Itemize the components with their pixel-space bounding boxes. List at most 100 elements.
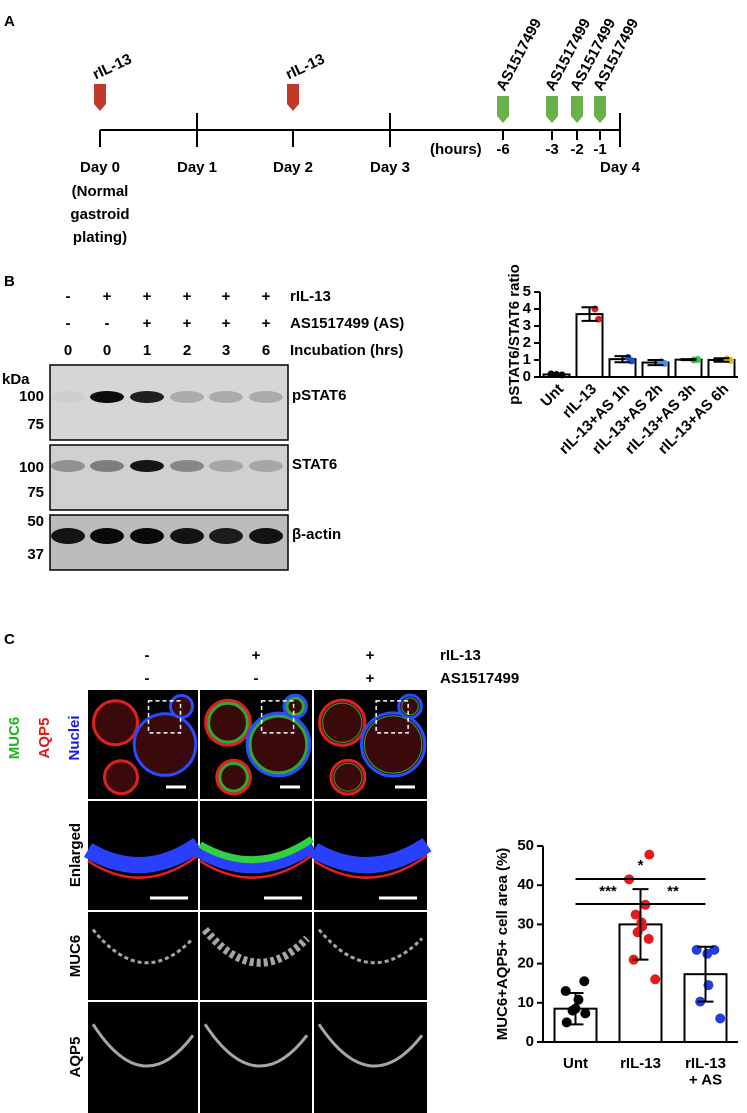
data-point bbox=[561, 1017, 572, 1028]
blot-band bbox=[90, 391, 124, 403]
y-tick-label: 50 bbox=[517, 837, 534, 854]
day-label: Day 3 bbox=[370, 159, 410, 176]
data-point bbox=[643, 933, 654, 944]
y-tick-label: 10 bbox=[517, 994, 534, 1011]
blot-band bbox=[51, 391, 85, 403]
lane-sign: - bbox=[145, 670, 150, 687]
panel-label: C bbox=[4, 631, 15, 648]
signal bbox=[317, 928, 424, 965]
lane-sign: 0 bbox=[64, 342, 72, 359]
blot-band bbox=[170, 528, 204, 544]
signal bbox=[91, 1023, 195, 1068]
organoid bbox=[92, 699, 139, 747]
blot-band bbox=[90, 460, 124, 472]
treatment-marker bbox=[594, 96, 606, 123]
organoid bbox=[215, 758, 252, 796]
row-label: rIL-13 bbox=[440, 647, 481, 664]
lane-sign: + bbox=[103, 288, 112, 305]
error-bar bbox=[647, 359, 664, 367]
image-row-label: AQP5 bbox=[67, 1037, 84, 1078]
treatment-marker bbox=[571, 96, 583, 123]
lane-sign: + bbox=[183, 315, 192, 332]
treatment-marker bbox=[94, 84, 106, 111]
stain-label: Nuclei bbox=[66, 715, 83, 760]
organoid bbox=[169, 693, 194, 719]
signal bbox=[317, 1023, 424, 1068]
hours-label: (hours) bbox=[430, 141, 482, 158]
blot-band bbox=[170, 460, 204, 472]
lane-sign: + bbox=[222, 288, 231, 305]
significance-label: * bbox=[638, 857, 644, 874]
day-label: Day 1 bbox=[177, 159, 217, 176]
organoid-muc6 bbox=[207, 701, 249, 744]
lane-sign: + bbox=[143, 315, 152, 332]
kda-marker: 75 bbox=[27, 416, 44, 433]
inset-box bbox=[147, 700, 182, 734]
y-tick-label: 3 bbox=[523, 317, 531, 334]
epithelium bbox=[309, 837, 432, 874]
il13-label: rIL-13 bbox=[283, 51, 327, 84]
data-point bbox=[560, 986, 571, 997]
error-bar bbox=[548, 372, 565, 376]
data-point bbox=[630, 909, 641, 920]
hour-label: -6 bbox=[496, 141, 509, 158]
y-axis-label: MUC6+AQP5+ cell area (%) bbox=[494, 848, 511, 1041]
kda-marker: 75 bbox=[27, 484, 44, 501]
day-label: Day 0 bbox=[80, 159, 120, 176]
micrograph bbox=[88, 1002, 198, 1113]
blot-band bbox=[249, 460, 283, 472]
organoid-muc6 bbox=[401, 697, 419, 716]
y-tick-label: 20 bbox=[517, 955, 534, 972]
y-tick-label: 2 bbox=[523, 334, 531, 351]
blot-strip bbox=[49, 364, 289, 441]
blot-strip bbox=[49, 514, 289, 571]
lane-sign: 1 bbox=[143, 342, 151, 359]
significance-label: *** bbox=[599, 883, 617, 900]
image-row-label: MUC6 bbox=[67, 935, 84, 978]
data-point bbox=[644, 849, 655, 860]
lane-sign: + bbox=[222, 315, 231, 332]
treatment-marker bbox=[497, 96, 509, 123]
blot-band bbox=[170, 391, 204, 403]
x-tick-label: Unt bbox=[563, 1055, 588, 1072]
panel-label: B bbox=[4, 273, 15, 290]
organoid-muc6 bbox=[333, 762, 363, 792]
row-label: rIL-13 bbox=[290, 288, 331, 305]
lane-sign: + bbox=[183, 288, 192, 305]
error-bar bbox=[567, 992, 584, 1026]
il13-label: rIL-13 bbox=[90, 51, 134, 84]
row-label: AS1517499 bbox=[440, 670, 519, 687]
hour-label: -1 bbox=[593, 141, 606, 158]
row-label: AS1517499 (AS) bbox=[290, 315, 404, 332]
day0-note: plating) bbox=[73, 229, 127, 246]
error-bar bbox=[680, 358, 697, 362]
day0-note: gastroid bbox=[70, 206, 129, 223]
bar bbox=[575, 313, 604, 379]
organoid bbox=[359, 711, 427, 778]
signal bbox=[203, 1023, 309, 1068]
strip-name: pSTAT6 bbox=[292, 387, 346, 404]
organoid bbox=[245, 711, 312, 778]
lane-sign: - bbox=[66, 315, 71, 332]
treatment-marker bbox=[546, 96, 558, 123]
lane-sign: + bbox=[262, 315, 271, 332]
epithelium-aqp5 bbox=[199, 854, 313, 879]
blot-band bbox=[249, 391, 283, 403]
lane-sign: - bbox=[105, 315, 110, 332]
lane-sign: - bbox=[254, 670, 259, 687]
day-label: Day 4 bbox=[600, 159, 641, 176]
signal bbox=[201, 927, 310, 967]
blot-band bbox=[209, 460, 243, 472]
significance-label: ** bbox=[667, 883, 679, 900]
lane-sign: + bbox=[143, 288, 152, 305]
blot-band bbox=[130, 391, 164, 403]
epithelium-aqp5 bbox=[313, 854, 428, 879]
lane-sign: 2 bbox=[183, 342, 191, 359]
stain-label: MUC6 bbox=[6, 717, 23, 760]
organoid bbox=[103, 759, 139, 796]
organoid bbox=[132, 712, 198, 777]
kda-label: kDa bbox=[2, 371, 30, 388]
micrograph bbox=[200, 912, 312, 1000]
blot-strip bbox=[49, 444, 289, 511]
hour-label: -2 bbox=[570, 141, 583, 158]
